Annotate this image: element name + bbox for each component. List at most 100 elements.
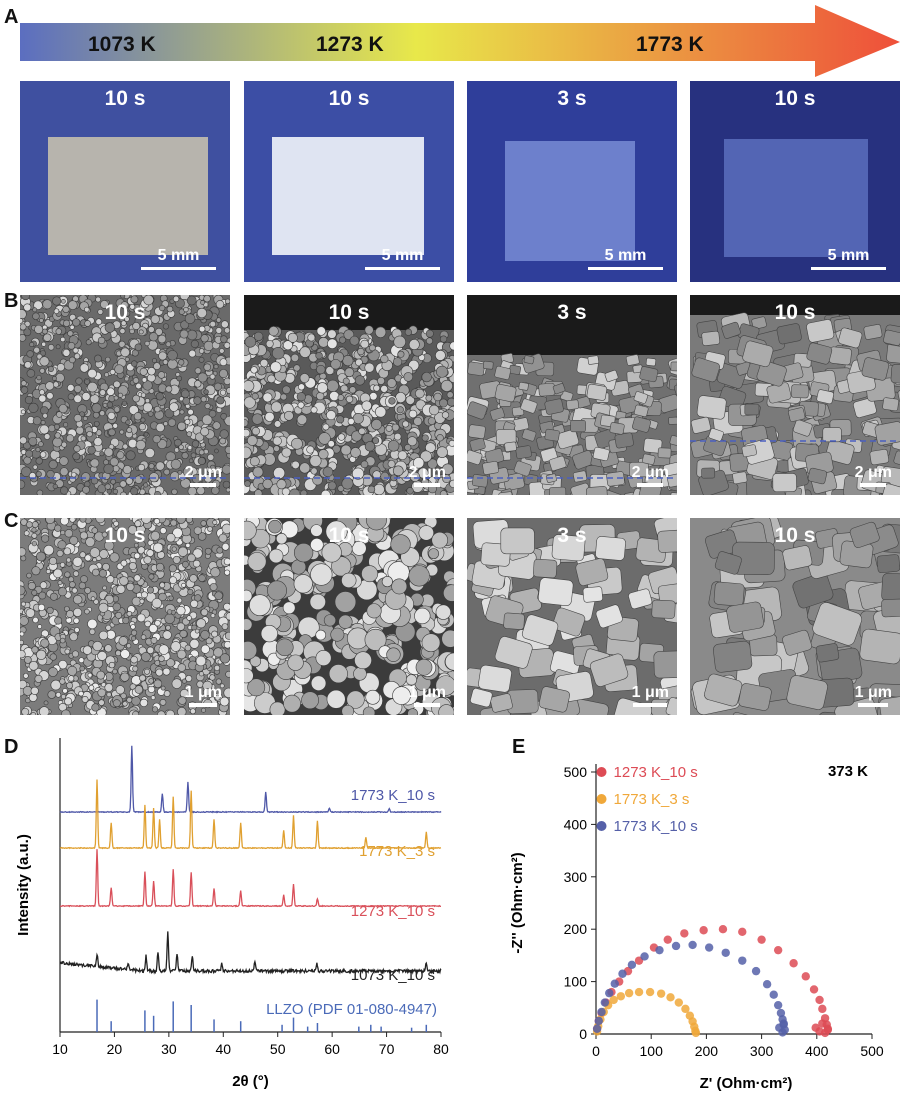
sem-micrograph [467, 518, 677, 715]
y-tick-label: 500 [564, 764, 588, 780]
impedance-point [674, 998, 683, 1007]
temp-label-1273: 1273 K [316, 33, 384, 56]
scale-bar-label: 5 mm [827, 247, 870, 264]
impedance-point [634, 987, 644, 997]
impedance-point [592, 1024, 602, 1033]
temp-label-1773: 1773 K [636, 33, 704, 56]
scale-bar-label: 1 μm [854, 684, 892, 701]
x-tick-label: 70 [379, 1041, 395, 1057]
temperature-arrow-shape [20, 5, 900, 77]
impedance-point [811, 1023, 820, 1032]
scale-bar-line [637, 483, 664, 487]
impedance-point [597, 1007, 606, 1017]
x-tick-label: 500 [860, 1043, 884, 1059]
x-tick-label: 30 [161, 1041, 177, 1057]
scale-bar: 1 μm [632, 684, 669, 707]
scale-bar: 5 mm [365, 247, 440, 270]
sample-photo: 3 s 5 mm [467, 81, 677, 282]
impedance-point [618, 969, 627, 978]
x-tick-label: 60 [324, 1041, 340, 1057]
scale-bar-line [811, 267, 886, 270]
impedance-point [699, 926, 708, 935]
legend-label: 1273 K_10 s [614, 764, 698, 781]
y-axis-label: -Z'' (Ohm·cm²) [509, 852, 526, 953]
x-axis-label: Z' (Ohm·cm²) [700, 1075, 793, 1092]
sintering-time-label: 10 s [104, 301, 146, 324]
impedance-point [773, 1000, 783, 1010]
xrd-pattern-line [60, 849, 441, 908]
impedance-point [655, 945, 664, 955]
sem-surface: 10 s 1 μm [690, 518, 900, 715]
scale-bar: 5 mm [588, 247, 663, 270]
y-tick-label: 400 [564, 816, 588, 832]
impedance-point [738, 956, 747, 965]
scale-bar-label: 5 mm [381, 247, 424, 264]
legend-marker [596, 794, 607, 804]
scale-bar: 2 μm [855, 464, 892, 487]
x-tick-label: 10 [52, 1041, 68, 1057]
scale-bar-label: 2 μm [184, 464, 222, 481]
sample-photo: 10 s 5 mm [690, 81, 900, 282]
impedance-point [757, 935, 766, 944]
impedance-point [656, 989, 666, 998]
scale-bar-label: 5 mm [157, 247, 200, 264]
legend-marker [596, 821, 607, 831]
xrd-pattern-line [59, 745, 442, 814]
impedance-point [681, 1004, 690, 1014]
scale-bar: 5 mm [141, 247, 216, 270]
sintering-time-label: 10 s [328, 301, 370, 324]
scale-bar: 2 μm [185, 464, 222, 487]
y-axis-label: Intensity (a.u.) [15, 834, 32, 936]
impedance-point [640, 952, 649, 961]
sintering-time-label: 3 s [557, 301, 587, 324]
impedance-point [818, 1019, 827, 1028]
impedance-point [801, 972, 810, 981]
impedance-point [809, 985, 819, 994]
sem-micrograph [244, 518, 454, 715]
x-tick-label: 50 [270, 1041, 286, 1057]
legend-label: 1773 K_10 s [614, 818, 698, 835]
sintering-time-label: 10 s [104, 524, 146, 547]
sintering-time-label: 10 s [774, 87, 816, 110]
impedance-point [627, 960, 637, 970]
x-tick-label: 20 [107, 1041, 123, 1057]
impedance-point [721, 948, 730, 957]
impedance-point [718, 925, 728, 934]
impedance-point [818, 1004, 827, 1014]
impedance-point [779, 1019, 788, 1028]
xrd-pattern-line [59, 779, 442, 850]
scale-bar-label: 1 μm [184, 684, 222, 701]
impedance-point [624, 988, 634, 998]
impedance-point [704, 943, 714, 952]
impedance-point [823, 1024, 833, 1033]
scale-bar: 1 μm [185, 684, 222, 707]
scale-bar: 2 μm [409, 464, 446, 487]
series-label: 1273 K_10 s [351, 903, 435, 920]
impedance-point [680, 929, 689, 938]
impedance-point [773, 945, 783, 955]
sem-surface: 3 s 1 μm [467, 518, 677, 715]
temperature-annotation: 373 K [828, 763, 868, 780]
impedance-point [789, 959, 798, 968]
temperature-arrow: 1073 K 1273 K 1773 K [20, 5, 900, 77]
impedance-point [738, 927, 747, 937]
x-tick-label: 100 [640, 1043, 664, 1059]
scale-bar-label: 5 mm [604, 247, 647, 264]
scale-bar-label: 1 μm [631, 684, 669, 701]
impedance-point [616, 992, 626, 1001]
x-tick-label: 40 [215, 1041, 231, 1057]
scale-bar: 1 μm [409, 684, 446, 707]
impedance-point [605, 988, 614, 998]
x-tick-label: 300 [750, 1043, 774, 1059]
legend-marker [596, 767, 607, 777]
impedance-point [666, 993, 675, 1002]
impedance-point [663, 935, 672, 944]
scale-bar-label: 1 μm [408, 684, 446, 701]
impedance-point [769, 990, 778, 999]
impedance-point [776, 1008, 786, 1018]
series-label: 1773 K_10 s [351, 787, 435, 804]
sem-surface: 10 s 1 μm [244, 518, 454, 715]
pellet-sample [272, 137, 424, 255]
scale-bar-line [365, 267, 440, 270]
sem-micrograph [690, 295, 900, 495]
